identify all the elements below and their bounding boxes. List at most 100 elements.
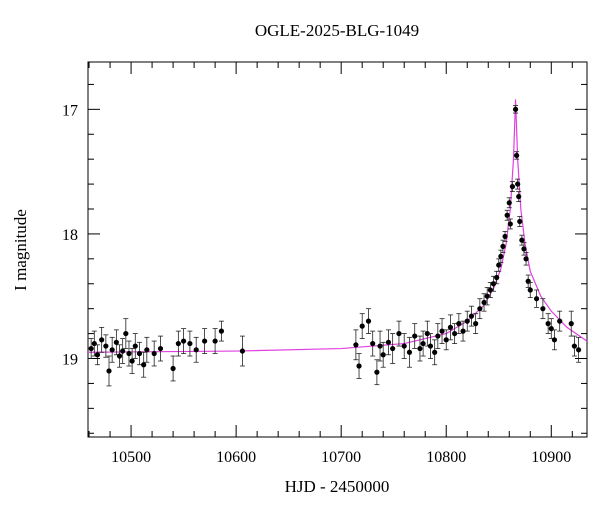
data-point: [129, 358, 135, 364]
data-point: [447, 324, 454, 330]
data-point: [193, 347, 199, 353]
data-point: [575, 347, 582, 353]
data-point: [212, 338, 218, 344]
data-point: [412, 333, 418, 339]
data-point: [180, 338, 187, 344]
data-point: [141, 362, 147, 368]
data-point: [477, 306, 483, 312]
x-axis-label: HJD - 2450000: [285, 477, 390, 496]
data-point: [464, 318, 470, 324]
data-point: [353, 342, 359, 348]
x-tick-label: 10900: [531, 449, 571, 466]
data-point: [406, 349, 413, 355]
data-point: [380, 352, 386, 358]
data-point: [507, 221, 513, 227]
data-point: [123, 330, 129, 337]
data-point: [427, 343, 434, 349]
data-point: [533, 296, 540, 302]
data-point: [481, 299, 487, 306]
data-point: [187, 340, 193, 347]
data-point: [113, 339, 119, 345]
data-point: [120, 348, 126, 354]
data-point: [548, 326, 554, 332]
data-point: [502, 233, 508, 240]
y-tick-label: 19: [62, 352, 78, 369]
data-point: [487, 287, 493, 293]
data-point: [509, 183, 516, 190]
data-point: [452, 330, 458, 337]
data-point: [377, 343, 383, 349]
data-point: [551, 337, 558, 343]
chart-title: OGLE-2025-BLG-1049: [255, 21, 419, 40]
data-point: [170, 365, 176, 372]
data-point: [468, 313, 475, 319]
data-point: [460, 328, 466, 334]
data-point: [519, 237, 525, 243]
data-point: [390, 345, 396, 352]
data-point: [202, 338, 208, 344]
y-axis-label: I magnitude: [11, 209, 30, 291]
data-point: [99, 337, 105, 343]
data-point: [506, 200, 512, 206]
y-tick-label: 18: [62, 227, 78, 244]
y-tick-label: 17: [62, 102, 78, 119]
data-point: [504, 212, 510, 218]
data-point: [365, 318, 372, 324]
data-point: [116, 353, 123, 359]
data-point: [417, 345, 423, 352]
x-tick-label: 10500: [111, 449, 151, 466]
data-point: [144, 347, 150, 353]
data-point: [396, 330, 402, 337]
data-point: [401, 343, 407, 349]
data-point: [103, 343, 109, 349]
data-point: [420, 340, 426, 347]
data-point: [545, 321, 551, 327]
x-tick-label: 10600: [216, 449, 256, 466]
data-point: [443, 337, 449, 343]
data-point: [435, 333, 441, 339]
data-point: [540, 306, 546, 312]
plot-frame: [87, 61, 588, 438]
data-point: [370, 340, 376, 347]
data-point: [521, 246, 527, 252]
data-point: [496, 262, 502, 268]
data-point: [385, 339, 392, 345]
data-point: [557, 318, 563, 324]
data-point: [218, 328, 225, 334]
data-point: [484, 293, 490, 299]
data-point: [126, 350, 132, 357]
data-point: [109, 347, 115, 353]
x-tick-label: 10800: [426, 449, 466, 466]
data-point: [514, 152, 520, 159]
data-point: [494, 274, 500, 281]
data-point: [456, 321, 462, 327]
data-point: [91, 340, 97, 347]
data-point: [517, 218, 523, 225]
data-point: [106, 368, 112, 374]
data-point: [473, 321, 479, 327]
data-point: [374, 369, 380, 375]
data-point: [94, 352, 101, 358]
data-point: [157, 345, 164, 352]
data-point: [490, 281, 497, 287]
data-point: [356, 363, 362, 369]
data-point: [500, 243, 506, 249]
data-point: [88, 345, 94, 352]
data-point: [424, 330, 430, 337]
data-point: [512, 106, 519, 112]
data-point: [515, 181, 521, 187]
data-point: [571, 343, 577, 349]
data-point: [359, 323, 365, 329]
data-point: [516, 193, 522, 200]
data-point: [239, 348, 246, 354]
data-point: [175, 340, 181, 347]
data-point: [151, 350, 157, 357]
data-point: [498, 253, 504, 259]
model-curve: [87, 99, 588, 353]
data-point: [432, 349, 438, 355]
data-point: [132, 343, 138, 349]
data-point: [568, 321, 574, 327]
data-point: [523, 256, 529, 262]
data-point: [136, 350, 143, 357]
